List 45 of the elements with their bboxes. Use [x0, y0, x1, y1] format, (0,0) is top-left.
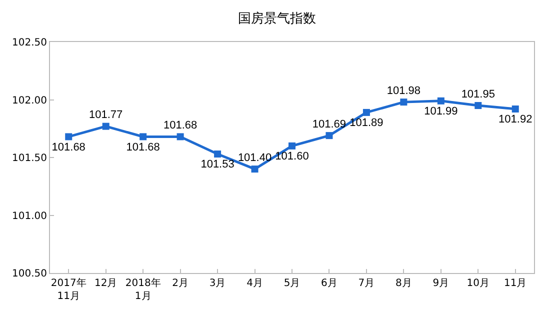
- x-tick-label: 9月: [432, 278, 450, 289]
- point: [288, 142, 296, 150]
- x-tick-label: 2月: [172, 278, 188, 289]
- data-label: 101.68: [126, 141, 160, 154]
- x-tick-label: 8月: [396, 278, 412, 289]
- data-label: 101.92: [498, 114, 532, 126]
- data-label: 101.53: [200, 158, 234, 171]
- y-tick-label: 101.00: [12, 210, 47, 222]
- point: [102, 122, 110, 130]
- data-label: 101.95: [461, 88, 495, 100]
- point: [140, 133, 147, 140]
- data-label: 101.60: [275, 150, 309, 163]
- point: [65, 133, 72, 140]
- point: [512, 105, 519, 112]
- x-tick-label: 3月: [209, 278, 226, 289]
- point: [326, 132, 333, 140]
- x-tick-label: 7月: [358, 278, 375, 289]
- point: [400, 98, 408, 106]
- y-tick-label: 102.00: [12, 95, 47, 106]
- x-tick-label: 5月: [284, 278, 300, 289]
- x-tick-label: 10月: [466, 278, 490, 289]
- x-tick-label: 6月: [321, 278, 338, 289]
- point: [214, 150, 222, 158]
- y-tick-label: 101.50: [12, 153, 47, 164]
- chart-title: 国房景气指数: [238, 10, 316, 26]
- y-tick-label: 102.50: [12, 38, 47, 48]
- point: [362, 108, 370, 116]
- x-tick-label: 4月: [246, 278, 263, 289]
- data-label: 101.40: [238, 152, 272, 164]
- x-tick-label: 12月: [94, 278, 118, 289]
- y-tick-label: 100.50: [12, 268, 47, 280]
- point: [474, 102, 482, 110]
- x-tick-label: 2018年 1月: [125, 277, 161, 302]
- data-label: 101.89: [350, 117, 384, 130]
- data-label: 101.68: [52, 141, 86, 154]
- point: [437, 97, 444, 104]
- data-label: 101.98: [386, 84, 421, 97]
- point: [251, 166, 258, 173]
- x-tick-label: 2017年 11月: [50, 277, 86, 302]
- data-label: 101.69: [312, 118, 346, 130]
- data-label: 101.77: [89, 109, 123, 122]
- data-label: 101.68: [163, 120, 198, 132]
- data-label: 101.99: [424, 106, 458, 118]
- x-tick-label: 11月: [504, 278, 527, 289]
- point: [176, 133, 184, 140]
